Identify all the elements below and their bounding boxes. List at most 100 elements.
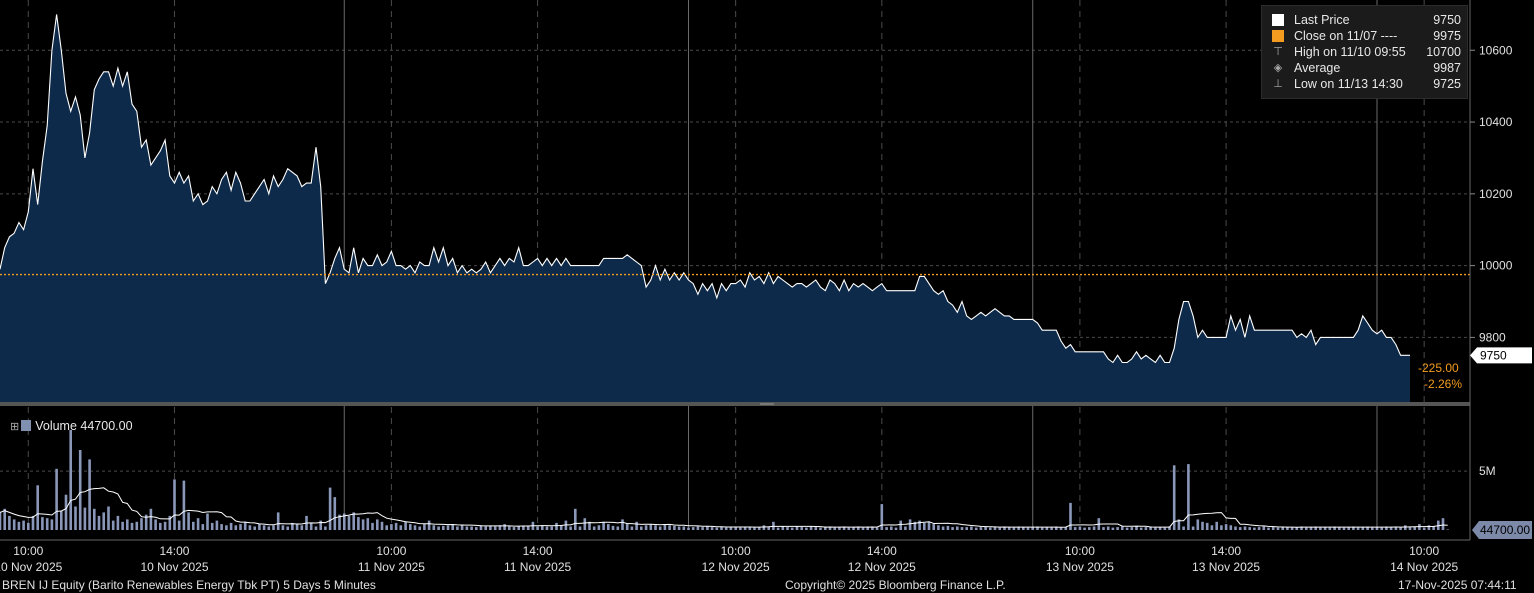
volume-bar bbox=[1342, 527, 1346, 530]
volume-bar bbox=[838, 527, 841, 530]
y-tick-label: 10400 bbox=[1479, 115, 1513, 129]
volume-bar bbox=[1168, 526, 1171, 530]
volume-bar bbox=[814, 527, 818, 530]
volume-bar bbox=[1069, 502, 1072, 530]
volume-bar bbox=[376, 519, 379, 530]
volume-bar bbox=[413, 525, 417, 530]
volume-bar bbox=[385, 525, 388, 530]
legend-label: High on 11/10 09:55 bbox=[1294, 45, 1406, 59]
volume-bar bbox=[1026, 527, 1030, 530]
volume-bar bbox=[8, 515, 11, 530]
volume-bar bbox=[210, 522, 214, 530]
price-area bbox=[0, 14, 1410, 403]
volume-bar bbox=[1135, 526, 1138, 530]
volume-last-tag-label: 44700.00 bbox=[1480, 523, 1530, 537]
volume-bar bbox=[899, 520, 902, 530]
volume-bar bbox=[696, 526, 700, 530]
volume-bar bbox=[644, 525, 648, 530]
volume-bar bbox=[253, 526, 256, 530]
volume-bar bbox=[451, 524, 454, 530]
last-price-tag bbox=[1470, 347, 1532, 364]
volume-bar bbox=[390, 524, 393, 530]
volume-bar bbox=[866, 526, 869, 530]
volume-legend[interactable]: ⊞ Volume 44700.00 bbox=[10, 419, 133, 433]
volume-bar bbox=[824, 526, 827, 530]
volume-bar bbox=[267, 526, 271, 530]
volume-bar bbox=[1003, 526, 1006, 530]
x-tick-date: 10 Nov 2025 bbox=[140, 560, 208, 574]
volume-bar bbox=[97, 515, 101, 530]
footer-copyright: Copyright© 2025 Bloomberg Finance L.P. bbox=[785, 578, 1006, 592]
volume-bar bbox=[60, 511, 63, 530]
legend-value: 9987 bbox=[1433, 61, 1461, 75]
volume-bar bbox=[50, 519, 54, 530]
volume-bar bbox=[399, 525, 403, 530]
volume-bar bbox=[734, 526, 737, 530]
volume-bar bbox=[1371, 527, 1374, 530]
volume-bar bbox=[343, 513, 346, 530]
volume-bar bbox=[654, 525, 657, 530]
volume-bar bbox=[545, 526, 549, 530]
volume-bar bbox=[1121, 526, 1124, 530]
volume-bar bbox=[314, 526, 318, 530]
volume-bar bbox=[177, 520, 181, 530]
volume-bar bbox=[578, 526, 582, 530]
legend-value: 10700 bbox=[1426, 45, 1461, 59]
volume-bar bbox=[1012, 527, 1016, 530]
volume-bar bbox=[1257, 527, 1261, 530]
volume-bar bbox=[74, 506, 77, 530]
x-tick-time: 14:00 bbox=[159, 544, 189, 558]
volume-bar bbox=[36, 485, 39, 530]
volume-bar bbox=[1205, 522, 1209, 530]
footer-timestamp: 17-Nov-2025 07:44:11 bbox=[1398, 578, 1517, 592]
volume-bar bbox=[1333, 526, 1336, 530]
volume-bar bbox=[1248, 527, 1251, 530]
volume-bar bbox=[361, 519, 365, 530]
volume-bar bbox=[234, 525, 238, 530]
volume-bar bbox=[1187, 464, 1190, 530]
volume-bar bbox=[710, 527, 714, 530]
volume-bar bbox=[762, 525, 766, 530]
volume-bar bbox=[1338, 527, 1341, 530]
volume-bar bbox=[276, 512, 280, 530]
volume-bar bbox=[1286, 527, 1289, 530]
legend-entry-close: Close on 11/07 ---- 9975 bbox=[1268, 28, 1461, 44]
volume-bar bbox=[1201, 521, 1204, 530]
volume-bar bbox=[324, 526, 327, 530]
volume-bar bbox=[588, 521, 591, 530]
x-tick-time: 10:00 bbox=[1409, 544, 1439, 558]
volume-bar bbox=[1394, 526, 1398, 530]
volume-bar bbox=[1276, 527, 1280, 530]
volume-bar bbox=[1243, 526, 1247, 530]
x-tick-time: 14:00 bbox=[1211, 544, 1241, 558]
volume-bar bbox=[182, 480, 186, 530]
volume-bar bbox=[842, 526, 846, 530]
average-marker-icon: ◈ bbox=[1273, 62, 1283, 74]
volume-bar bbox=[328, 487, 332, 530]
volume-bar bbox=[795, 526, 799, 530]
volume-bar bbox=[460, 525, 464, 530]
volume-bar bbox=[446, 525, 450, 530]
legend-label: Low on 11/13 14:30 bbox=[1294, 77, 1403, 91]
expand-icon[interactable]: ⊞ bbox=[10, 421, 20, 433]
price-change-pct-tag: -2.26% bbox=[1424, 377, 1463, 391]
white-square-icon bbox=[1272, 14, 1284, 26]
volume-bar bbox=[828, 527, 832, 530]
volume-bar bbox=[739, 527, 742, 530]
volume-bar bbox=[404, 521, 407, 530]
volume-bar bbox=[1385, 526, 1388, 530]
x-tick-time: 14:00 bbox=[523, 544, 553, 558]
volume-bar bbox=[1163, 527, 1167, 530]
axes: 9800 10000 10200 10400 10600 5M 9750 44700.00 10… bbox=[0, 0, 1532, 574]
volume-bar bbox=[729, 527, 733, 530]
volume-bar bbox=[833, 527, 836, 530]
volume-bar bbox=[1305, 527, 1308, 530]
volume-bar bbox=[1102, 527, 1105, 530]
volume-bar bbox=[121, 521, 124, 530]
volume-bar bbox=[1083, 527, 1086, 530]
x-tick-time: 10:00 bbox=[376, 544, 406, 558]
high-marker-icon: ⊤ bbox=[1273, 46, 1283, 58]
x-tick-date: 12 Nov 2025 bbox=[702, 560, 770, 574]
legend-label: Average bbox=[1294, 61, 1341, 75]
volume-bar bbox=[196, 518, 200, 530]
